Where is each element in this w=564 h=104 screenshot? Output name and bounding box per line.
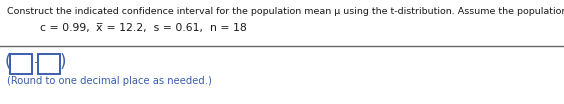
FancyBboxPatch shape <box>10 54 32 74</box>
Text: ): ) <box>60 53 67 71</box>
FancyBboxPatch shape <box>38 54 60 74</box>
Text: = 12.2,  s = 0.61,  n = 18: = 12.2, s = 0.61, n = 18 <box>103 23 247 33</box>
Text: Construct the indicated confidence interval for the population mean μ using the : Construct the indicated confidence inter… <box>7 7 564 16</box>
Text: (: ( <box>5 53 11 71</box>
Text: c = 0.99,: c = 0.99, <box>40 23 97 33</box>
Text: x̅: x̅ <box>96 23 103 33</box>
Text: ·: · <box>34 58 38 71</box>
Text: (Round to one decimal place as needed.): (Round to one decimal place as needed.) <box>7 76 212 86</box>
